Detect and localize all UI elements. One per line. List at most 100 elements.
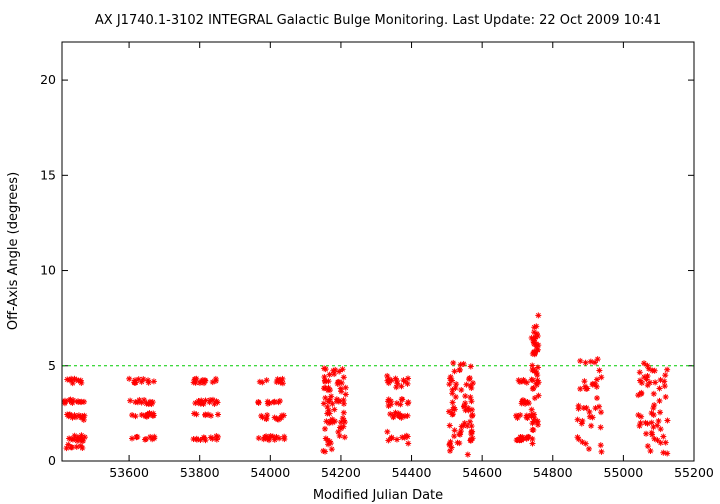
x-tick-label: 54800: [533, 465, 573, 480]
data-point: [462, 393, 469, 400]
data-point: [338, 388, 345, 395]
data-point: [518, 435, 525, 442]
data-point: [577, 385, 584, 392]
data-point: [341, 434, 348, 441]
data-point: [321, 365, 328, 372]
data-point: [574, 416, 581, 423]
x-axis-label: Modified Julian Date: [313, 488, 443, 503]
x-tick-label: 53800: [180, 465, 220, 480]
x-tick-label: 54000: [250, 465, 290, 480]
y-tick-label: 20: [40, 72, 56, 87]
data-point: [404, 412, 411, 419]
data-point: [592, 380, 599, 387]
data-point: [531, 335, 538, 342]
data-point: [341, 419, 348, 426]
data-point: [654, 422, 661, 429]
data-point: [596, 367, 603, 374]
data-point: [264, 412, 271, 419]
data-point: [209, 435, 216, 442]
data-point: [325, 378, 332, 385]
data-point: [582, 440, 589, 447]
y-axis-label: Off-Axis Angle (degrees): [6, 172, 21, 330]
data-point: [326, 371, 333, 378]
axis-ticks: 53600 53800 54000 54200 54400 54600 54800 55000…: [40, 42, 714, 480]
data-point: [529, 367, 536, 374]
data-point: [657, 426, 664, 433]
data-point: [334, 379, 341, 386]
data-point: [68, 375, 75, 382]
data-point: [338, 425, 345, 432]
data-point: [638, 389, 645, 396]
data-point: [340, 374, 347, 381]
data-point: [451, 427, 458, 434]
data-point: [328, 446, 335, 453]
data-point: [648, 410, 655, 417]
data-point: [279, 375, 286, 382]
data-point: [211, 400, 218, 407]
data-point: [649, 431, 656, 438]
data-point: [597, 424, 604, 431]
data-point: [399, 434, 406, 441]
data-point: [273, 379, 280, 386]
data-point: [535, 379, 542, 386]
data-point: [579, 417, 586, 424]
data-point: [638, 413, 645, 420]
data-point: [575, 405, 582, 412]
y-tick-label: 15: [40, 167, 56, 182]
data-point: [404, 400, 411, 407]
data-point: [660, 449, 667, 456]
data-point: [195, 397, 202, 404]
data-point: [533, 330, 540, 337]
data-point: [393, 400, 400, 407]
data-point: [150, 412, 157, 419]
data-point: [190, 436, 197, 443]
data-point: [650, 405, 657, 412]
data-point: [281, 433, 288, 440]
data-point: [451, 433, 458, 440]
data-point: [531, 411, 538, 418]
data-point: [68, 435, 75, 442]
data-point: [384, 372, 391, 379]
data-point: [385, 380, 392, 387]
data-point: [468, 398, 475, 405]
data-point: [449, 390, 456, 397]
data-point: [662, 393, 669, 400]
data-point: [468, 406, 475, 413]
data-point: [214, 411, 221, 418]
data-point: [468, 385, 475, 392]
data-point: [664, 417, 671, 424]
data-point: [598, 409, 605, 416]
data-point: [458, 386, 465, 393]
data-point: [263, 377, 270, 384]
data-point: [464, 451, 471, 458]
y-tick-label: 5: [48, 358, 56, 373]
data-point: [199, 378, 206, 385]
data-point: [150, 378, 157, 385]
data-point: [77, 442, 84, 449]
data-point: [597, 442, 604, 449]
data-point: [404, 380, 411, 387]
data-point: [588, 422, 595, 429]
data-point: [664, 450, 671, 457]
data-point: [468, 423, 475, 430]
data-point: [643, 430, 650, 437]
data-point: [330, 367, 337, 374]
data-point: [384, 428, 391, 435]
data-point: [655, 417, 662, 424]
data-point: [126, 375, 133, 382]
data-point: [340, 409, 347, 416]
data-point: [132, 379, 139, 386]
data-point: [147, 399, 154, 406]
data-point: [63, 445, 70, 452]
data-point: [255, 435, 262, 442]
data-point: [134, 433, 141, 440]
data-point: [339, 415, 346, 422]
data-point: [321, 377, 328, 384]
data-point: [339, 366, 346, 373]
data-point: [66, 411, 73, 418]
data-point: [641, 360, 648, 367]
data-point: [393, 436, 400, 443]
data-point: [468, 413, 475, 420]
data-point: [69, 399, 76, 406]
data-point: [61, 398, 68, 405]
